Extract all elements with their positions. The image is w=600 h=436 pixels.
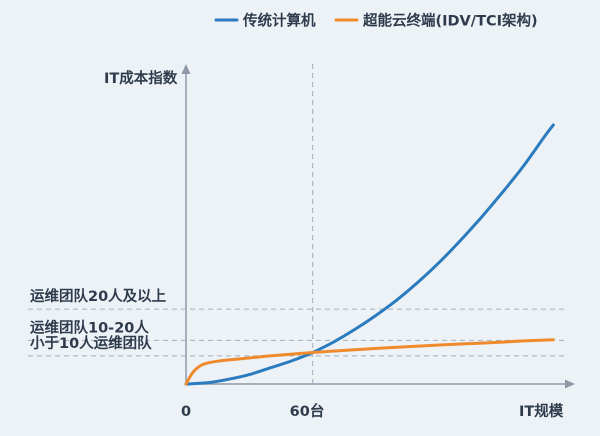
x-tick-label-60: 60台 [290, 402, 325, 420]
team-level-label-2: 小于10人运维团队 [30, 334, 152, 352]
legend-label-traditional: 传统计算机 [242, 12, 316, 30]
x-axis-title: IT规模 [519, 402, 564, 420]
team-level-label-1: 运维团队10-20人 [30, 318, 149, 336]
legend-label-cloud-terminal: 超能云终端(IDV/TCI架构) [362, 12, 538, 30]
series-line-cloud-terminal [184, 338, 555, 386]
x-axis-arrow [565, 379, 575, 389]
legend: 传统计算机 超能云终端(IDV/TCI架构) [214, 12, 538, 30]
team-level-label-0: 运维团队20人及以上 [30, 287, 167, 305]
x-tick-label-0: 0 [181, 404, 191, 420]
axes [181, 64, 575, 389]
plot-area [184, 123, 555, 386]
y-axis-arrow [181, 64, 191, 74]
y-axis-title: IT成本指数 [104, 69, 178, 87]
series-line-traditional [184, 123, 555, 386]
